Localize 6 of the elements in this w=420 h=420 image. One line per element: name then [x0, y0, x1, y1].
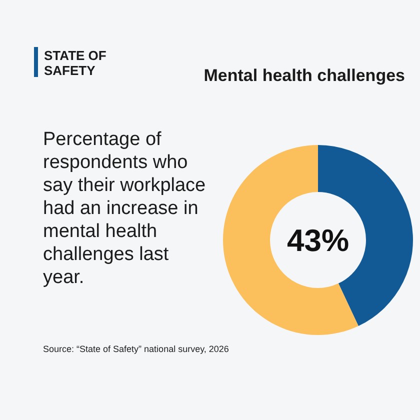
- text: STATE OF SAFETY: [44, 48, 106, 78]
- text: 43%: [286, 223, 350, 258]
- donut-slice: [223, 145, 358, 335]
- source-note: Source: “State of Safety” national survey, 2026: [43, 344, 229, 354]
- text: Percentage of respondents who say their workplace had an increase in mental health challenges last year.: [43, 129, 206, 288]
- chart-title: Mental health challenges: [204, 66, 405, 85]
